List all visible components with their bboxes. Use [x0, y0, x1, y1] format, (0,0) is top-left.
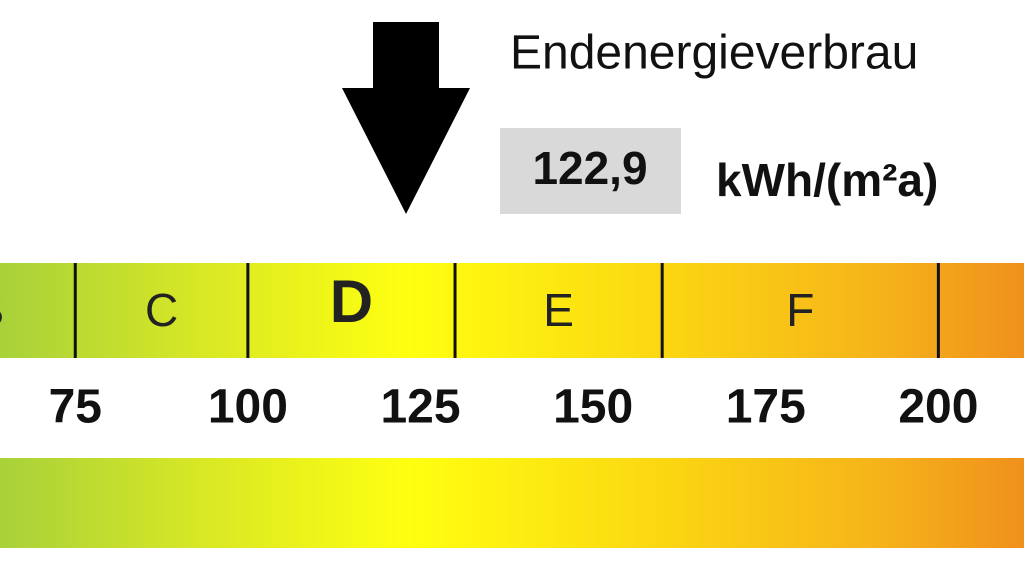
- tick-label: 125: [380, 381, 460, 434]
- gradient-band: [0, 458, 1024, 548]
- class-label: E: [543, 284, 574, 336]
- unit: kWh/(m²a): [716, 154, 938, 206]
- tick-label: 100: [208, 381, 288, 434]
- value-arrow: [342, 22, 471, 214]
- title: Endenergieverbrau: [510, 27, 918, 80]
- class-label: B: [0, 284, 4, 336]
- tick-label: 75: [49, 381, 102, 434]
- value-text: 122,9: [532, 142, 647, 194]
- value-box: [500, 128, 681, 214]
- tick-label: 200: [898, 381, 978, 434]
- tick-label: 175: [726, 381, 806, 434]
- class-label: F: [786, 284, 814, 336]
- class-label: C: [145, 284, 178, 336]
- class-label: D: [330, 268, 373, 335]
- tick-label: 150: [553, 381, 633, 434]
- class-band: [0, 263, 1024, 358]
